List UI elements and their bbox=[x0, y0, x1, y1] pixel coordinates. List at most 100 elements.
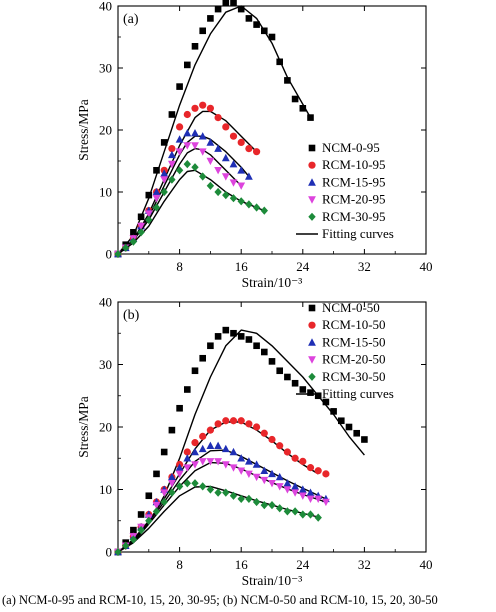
data-point bbox=[276, 367, 283, 375]
y-axis-ticks: 0 10 20 30 40 bbox=[99, 0, 426, 262]
data-point bbox=[206, 181, 215, 190]
data-point bbox=[168, 472, 176, 481]
data-point bbox=[137, 228, 145, 237]
data-point bbox=[114, 547, 122, 557]
data-point bbox=[276, 442, 284, 450]
legend-item: RCM-15-95 bbox=[308, 174, 386, 189]
data-point bbox=[183, 142, 192, 150]
data-point bbox=[168, 479, 176, 488]
data-point bbox=[183, 454, 192, 462]
data-point bbox=[191, 461, 199, 469]
x-tick-label: 24 bbox=[296, 557, 310, 572]
x-axis-label: Strain/10⁻³ bbox=[242, 275, 303, 290]
x-tick-label: 24 bbox=[296, 259, 310, 274]
fitting-curve bbox=[117, 147, 242, 255]
data-point bbox=[152, 203, 161, 212]
data-point bbox=[175, 166, 184, 175]
data-point bbox=[237, 197, 245, 206]
data-point bbox=[214, 5, 222, 13]
data-point bbox=[253, 21, 260, 28]
data-point bbox=[214, 187, 222, 197]
data-point bbox=[214, 114, 222, 122]
data-point bbox=[283, 479, 292, 487]
data-point bbox=[168, 488, 176, 497]
data-point bbox=[283, 486, 292, 494]
data-point bbox=[206, 458, 215, 466]
legend-label: RCM-15-50 bbox=[322, 334, 386, 349]
y-axis-label: Stress/MPa bbox=[76, 99, 91, 161]
data-point bbox=[183, 129, 192, 137]
data-point bbox=[268, 435, 276, 444]
data-point bbox=[237, 454, 246, 462]
data-point bbox=[252, 497, 261, 507]
legend-item-fit: Fitting curves bbox=[296, 386, 394, 401]
data-point bbox=[299, 386, 307, 393]
x-tick-label: 40 bbox=[420, 557, 433, 572]
data-point bbox=[184, 61, 191, 69]
series-RCM-20-50 bbox=[114, 458, 330, 557]
legend-label: RCM-10-95 bbox=[322, 157, 386, 172]
data-point bbox=[122, 541, 130, 550]
y-tick-label: 0 bbox=[106, 247, 113, 262]
data-point bbox=[283, 448, 291, 456]
data-point bbox=[160, 139, 168, 146]
data-point bbox=[237, 467, 246, 475]
data-point bbox=[291, 489, 299, 497]
data-point bbox=[129, 237, 138, 246]
data-point bbox=[199, 482, 207, 491]
legend-marker bbox=[308, 212, 316, 221]
data-point bbox=[145, 516, 153, 525]
data-point bbox=[284, 77, 291, 84]
data-point bbox=[221, 444, 230, 453]
data-point bbox=[306, 488, 315, 496]
legend-label: RCM-15-95 bbox=[322, 174, 386, 189]
data-point bbox=[207, 15, 214, 22]
data-point bbox=[230, 329, 237, 337]
x-tick-label: 16 bbox=[235, 259, 249, 274]
legend-item: RCM-30-50 bbox=[308, 369, 386, 384]
data-point bbox=[314, 495, 323, 503]
data-point bbox=[122, 243, 130, 252]
data-point bbox=[199, 354, 206, 362]
data-point bbox=[222, 488, 230, 497]
data-point bbox=[307, 389, 314, 396]
data-point bbox=[137, 213, 145, 221]
legend-item: RCM-20-95 bbox=[308, 192, 386, 207]
data-point bbox=[214, 333, 222, 340]
data-point bbox=[314, 467, 322, 475]
data-point bbox=[268, 501, 276, 510]
y-axis-ticks: 0 10 20 30 40 bbox=[99, 295, 426, 560]
data-point bbox=[176, 83, 183, 90]
data-point bbox=[361, 436, 368, 443]
data-point bbox=[222, 0, 230, 7]
data-point bbox=[291, 482, 299, 490]
x-tick-label: 32 bbox=[358, 557, 371, 572]
data-point bbox=[130, 229, 137, 236]
data-point bbox=[183, 160, 191, 169]
panel-a: 8 16 24 32 40 0 10 20 30 40 Strain/10⁻³ Stress/MPa (… bbox=[76, 0, 433, 290]
data-point bbox=[191, 129, 199, 137]
data-point bbox=[175, 135, 184, 143]
x-tick-label: 16 bbox=[235, 557, 249, 572]
data-point bbox=[229, 160, 238, 168]
data-point bbox=[137, 526, 145, 535]
data-point bbox=[160, 169, 169, 177]
data-point bbox=[152, 187, 161, 196]
data-point bbox=[260, 501, 268, 510]
x-axis-ticks: 8 16 24 32 40 bbox=[148, 302, 433, 572]
data-point bbox=[191, 439, 199, 447]
y-tick-label: 30 bbox=[99, 61, 112, 76]
data-point bbox=[245, 15, 253, 22]
data-point bbox=[176, 404, 183, 412]
legend-item: RCM-15-50 bbox=[308, 334, 386, 349]
legend-label: NCM-0-95 bbox=[322, 140, 380, 155]
legend-item: RCM-30-95 bbox=[308, 209, 386, 224]
legend-label: RCM-10-50 bbox=[322, 317, 386, 332]
data-point bbox=[191, 367, 199, 375]
legend-marker bbox=[308, 144, 316, 152]
data-point bbox=[330, 408, 337, 415]
data-point bbox=[214, 144, 222, 152]
data-point bbox=[283, 507, 292, 516]
legend-item-fit: Fitting curves bbox=[296, 226, 394, 241]
data-point bbox=[183, 464, 192, 472]
